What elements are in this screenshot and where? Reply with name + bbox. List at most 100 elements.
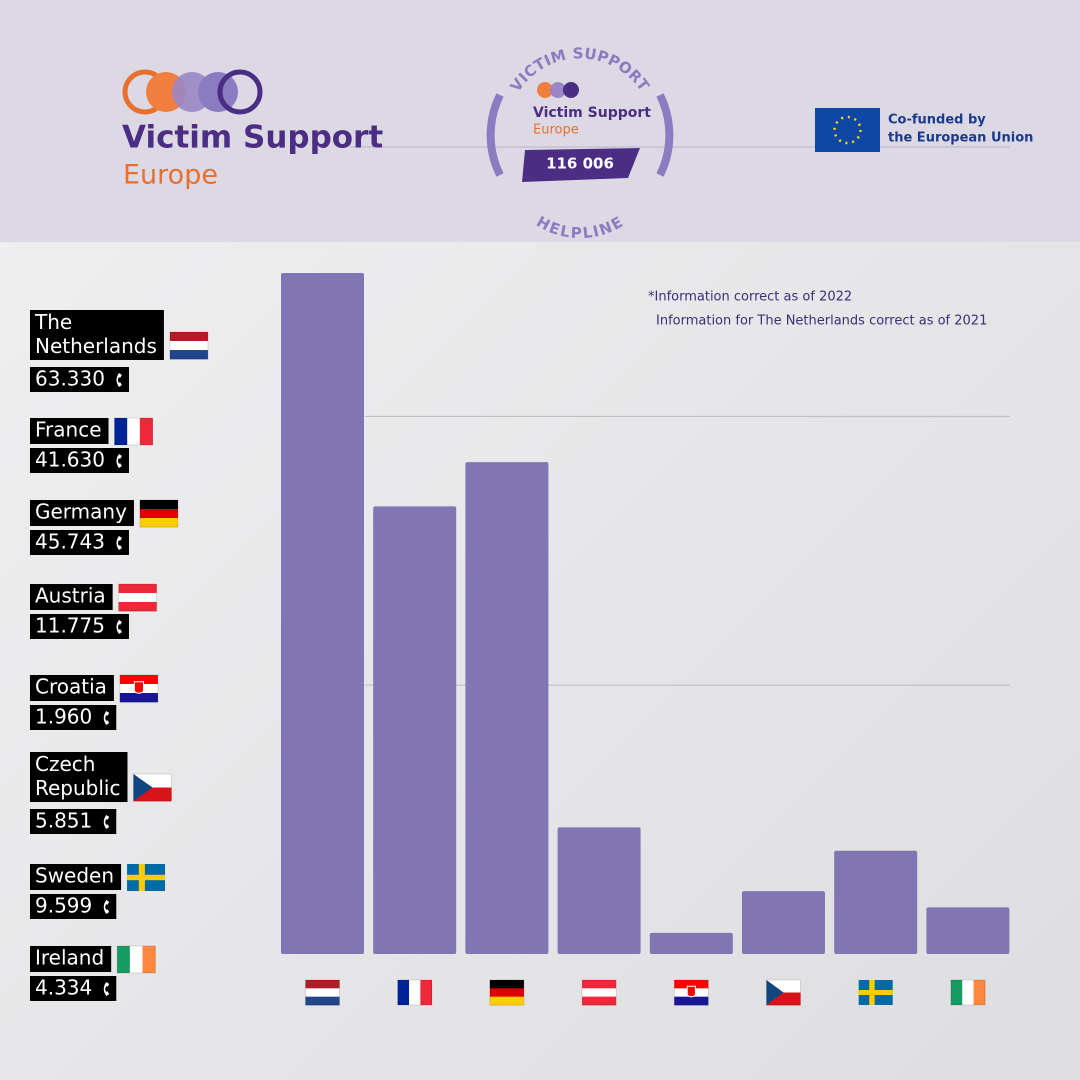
value-box — [30, 894, 117, 919]
country-name: France — [35, 418, 102, 442]
flag — [489, 979, 525, 1006]
flag-part — [118, 602, 157, 612]
phone-icon — [116, 536, 122, 550]
eu-text: Co-funded by — [888, 113, 986, 128]
country-name: Austria — [35, 584, 106, 608]
phone-icon — [103, 711, 110, 725]
flag-border — [132, 773, 172, 802]
value-label: 11.775 — [35, 614, 105, 638]
badge-dot — [563, 82, 579, 98]
bar — [834, 850, 918, 954]
flag-part — [119, 675, 158, 685]
flag-part — [127, 418, 141, 445]
label-box — [30, 584, 113, 610]
flag-part — [962, 980, 974, 1005]
flag-part — [582, 988, 617, 997]
flag-part — [169, 341, 208, 351]
value-label: 45.743 — [35, 530, 105, 554]
bar — [742, 891, 825, 954]
flag-part — [409, 980, 421, 1005]
flag-part — [142, 946, 156, 973]
bar — [649, 932, 733, 954]
bar — [557, 827, 641, 954]
flag-part — [114, 418, 128, 445]
bar — [926, 907, 1010, 954]
value-label: 41.630 — [35, 448, 105, 472]
value-label: 1.960 — [35, 705, 92, 729]
value-box — [30, 367, 129, 392]
flag — [127, 864, 166, 891]
flag-part — [305, 980, 340, 989]
bar — [281, 273, 364, 954]
flag-part — [397, 980, 410, 1005]
badge-brush — [522, 148, 640, 182]
flag-part — [119, 693, 158, 703]
country-name: Sweden — [35, 864, 114, 888]
country-name: Germany — [35, 500, 127, 524]
badge-name: Victim Support — [533, 105, 651, 121]
logo-title: Victim Support — [122, 120, 383, 156]
note: Information for The Netherlands correct … — [656, 314, 987, 329]
flag-border — [305, 979, 340, 1006]
flag-border — [766, 979, 801, 1006]
flag-border — [581, 979, 617, 1006]
flag — [673, 979, 709, 1006]
name-line: The — [34, 310, 72, 334]
flag-border — [489, 979, 525, 1006]
flag-part — [118, 584, 157, 594]
flag-part — [133, 681, 144, 694]
phone-icon — [116, 373, 122, 387]
logo-subtitle: Europe — [123, 160, 218, 191]
flag-border — [116, 945, 156, 974]
logo-ring — [217, 69, 263, 115]
flag-border — [169, 331, 209, 360]
phone-icon — [103, 982, 110, 996]
flag-part — [489, 980, 524, 989]
value-label: 4.334 — [35, 976, 92, 1000]
flag — [858, 980, 893, 1005]
value-box — [30, 530, 129, 555]
flag-part — [139, 418, 153, 445]
value-label: 9.599 — [35, 894, 92, 918]
name-line: Republic — [35, 776, 120, 800]
eu-emblem — [815, 108, 880, 152]
flag — [119, 674, 159, 703]
name-line: Netherlands — [35, 334, 157, 358]
badge-bracket — [486, 93, 504, 177]
value-box — [30, 976, 117, 1001]
phone-icon — [116, 454, 122, 468]
flag — [766, 979, 801, 1006]
logo — [122, 69, 263, 115]
value-box — [30, 614, 129, 639]
flag — [950, 979, 986, 1006]
flag-part — [118, 593, 157, 603]
country-name: The Netherlands — [34, 310, 157, 358]
flag-part — [766, 980, 784, 1005]
flag — [114, 417, 154, 446]
label-box — [30, 864, 122, 890]
label-box — [30, 675, 114, 701]
country-name: Croatia — [35, 675, 107, 699]
badge-dot — [537, 82, 553, 98]
value-box — [30, 448, 129, 473]
label-box — [30, 500, 134, 526]
label-box — [30, 946, 112, 972]
flag-part — [582, 980, 617, 989]
eu-text: the European Union — [888, 131, 1033, 146]
badge-dot — [550, 82, 566, 98]
flag-part — [305, 996, 340, 1006]
flag-part — [169, 332, 208, 342]
flag-border — [114, 417, 154, 446]
flag — [305, 979, 340, 1006]
flag — [139, 499, 179, 528]
flag-part — [489, 988, 524, 997]
flag-part — [169, 350, 208, 360]
flag-border — [950, 979, 986, 1006]
phone-icon — [103, 815, 110, 829]
country-name: Czech Republic — [35, 752, 120, 800]
value-box — [30, 705, 117, 730]
flag-border — [119, 674, 159, 703]
value-label: 5.851 — [35, 809, 92, 833]
badge-sub: Europe — [533, 123, 579, 138]
